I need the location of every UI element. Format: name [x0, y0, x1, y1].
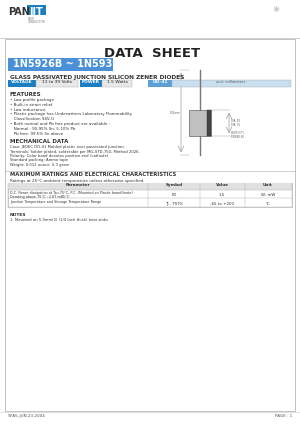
Bar: [80, 80, 102, 87]
Text: MECHANICAL DATA: MECHANICAL DATA: [10, 139, 68, 144]
Text: Ratings at 25°C ambient temperature unless otherwise specified.: Ratings at 25°C ambient temperature unle…: [10, 179, 145, 183]
Text: DIA. 90
DIA. 70: DIA. 90 DIA. 70: [231, 119, 240, 128]
Text: 97A5-JUN.23.2004: 97A5-JUN.23.2004: [8, 414, 46, 418]
Text: JIT: JIT: [29, 7, 43, 17]
Text: Standard packing: Ammo tape: Standard packing: Ammo tape: [10, 158, 68, 162]
Bar: [189, 110, 211, 136]
Text: CONDUCTOR: CONDUCTOR: [28, 20, 46, 24]
Text: PAGE : 1: PAGE : 1: [275, 414, 292, 418]
Bar: [27, 5, 46, 15]
Text: Classification 94V-O: Classification 94V-O: [10, 117, 54, 121]
Text: Polarity: Color band denotes positive end (cathode): Polarity: Color band denotes positive en…: [10, 154, 108, 158]
Text: FEATURES: FEATURES: [10, 92, 42, 97]
Text: 1. Mounted on 5.0mm(2) (1/4 Inch thick) heat sinks: 1. Mounted on 5.0mm(2) (1/4 Inch thick) …: [10, 218, 108, 222]
Bar: [36, 80, 78, 87]
Text: Derating above 75°C : 2.67 mW/°C: Derating above 75°C : 2.67 mW/°C: [10, 195, 69, 199]
Text: W, mW: W, mW: [261, 193, 275, 197]
Bar: [148, 80, 172, 87]
Text: Weight: 0.012 ounce; 0.3 gram: Weight: 0.012 ounce; 0.3 gram: [10, 163, 69, 167]
Text: unit: millimeters: unit: millimeters: [216, 80, 246, 84]
Text: Parameter: Parameter: [66, 184, 90, 187]
Text: °C: °C: [266, 202, 270, 206]
Text: POWER: POWER: [82, 80, 100, 84]
Text: • Both normal and Pb free product are available :: • Both normal and Pb free product are av…: [10, 122, 110, 126]
Text: WIDTH (T)
SERIES 50: WIDTH (T) SERIES 50: [231, 131, 244, 139]
Bar: [207, 110, 211, 136]
Text: Value: Value: [215, 184, 229, 187]
Bar: [8, 183, 292, 190]
Text: Unit: Unit: [263, 184, 273, 187]
Text: MAXIMUM RATINGS AND ELECTRICAL CHARACTERISTICS: MAXIMUM RATINGS AND ELECTRICAL CHARACTER…: [10, 172, 176, 177]
Text: VOLTAGE: VOLTAGE: [11, 80, 33, 84]
Bar: [0, 0, 300, 37]
Text: 1.02mm: 1.02mm: [169, 111, 180, 115]
Text: ✱: ✱: [272, 5, 279, 14]
Text: D.C. Power dissipation at Ta=75°C, P.C. (Mounted on Plastic board)(note): D.C. Power dissipation at Ta=75°C, P.C. …: [10, 191, 133, 195]
Text: Pb free: 99.5% Sn above: Pb free: 99.5% Sn above: [10, 132, 63, 136]
Text: Normal : 90-95% Sn, 5-10% Pb: Normal : 90-95% Sn, 5-10% Pb: [10, 127, 76, 131]
Text: 1N5926B ~ 1N5939B: 1N5926B ~ 1N5939B: [13, 59, 126, 69]
Bar: [5, 39, 295, 411]
Bar: [8, 58, 113, 71]
Text: Terminals: Solder plated, solderable per MIL-STD-750, Method 2026.: Terminals: Solder plated, solderable per…: [10, 150, 140, 154]
Text: Case: JEDEC DO-41 Molded plastic over passivated junction.: Case: JEDEC DO-41 Molded plastic over pa…: [10, 145, 125, 150]
Bar: [8, 80, 36, 87]
Bar: [8, 183, 292, 207]
Text: PAN: PAN: [8, 7, 30, 17]
Text: GLASS PASSIVATED JUNCTION SILICON ZENER DIODES: GLASS PASSIVATED JUNCTION SILICON ZENER …: [10, 75, 184, 80]
Text: Symbol: Symbol: [165, 184, 183, 187]
Bar: [102, 80, 132, 87]
Text: • Built-in strain relief: • Built-in strain relief: [10, 103, 52, 107]
Text: 1.5: 1.5: [219, 193, 225, 197]
Bar: [172, 80, 291, 87]
Text: -65 to +200: -65 to +200: [210, 202, 234, 206]
Text: • Plastic package has Underwriters Laboratory Flammability: • Plastic package has Underwriters Labor…: [10, 112, 132, 116]
Text: 11 to 39 Volts: 11 to 39 Volts: [42, 80, 72, 84]
Text: SEMI: SEMI: [28, 17, 34, 21]
Text: DO-41: DO-41: [152, 80, 168, 84]
Text: Junction Temperature and Storage Temperature Range: Junction Temperature and Storage Tempera…: [10, 200, 101, 204]
Text: NOTES: NOTES: [10, 213, 27, 217]
Text: 1.5 Watts: 1.5 Watts: [106, 80, 128, 84]
Text: DATA  SHEET: DATA SHEET: [104, 47, 200, 60]
Text: • Low inductance: • Low inductance: [10, 108, 46, 112]
Text: • Low profile package: • Low profile package: [10, 98, 54, 102]
Text: TJ , TSTG: TJ , TSTG: [165, 202, 183, 206]
Text: PD: PD: [171, 193, 177, 197]
